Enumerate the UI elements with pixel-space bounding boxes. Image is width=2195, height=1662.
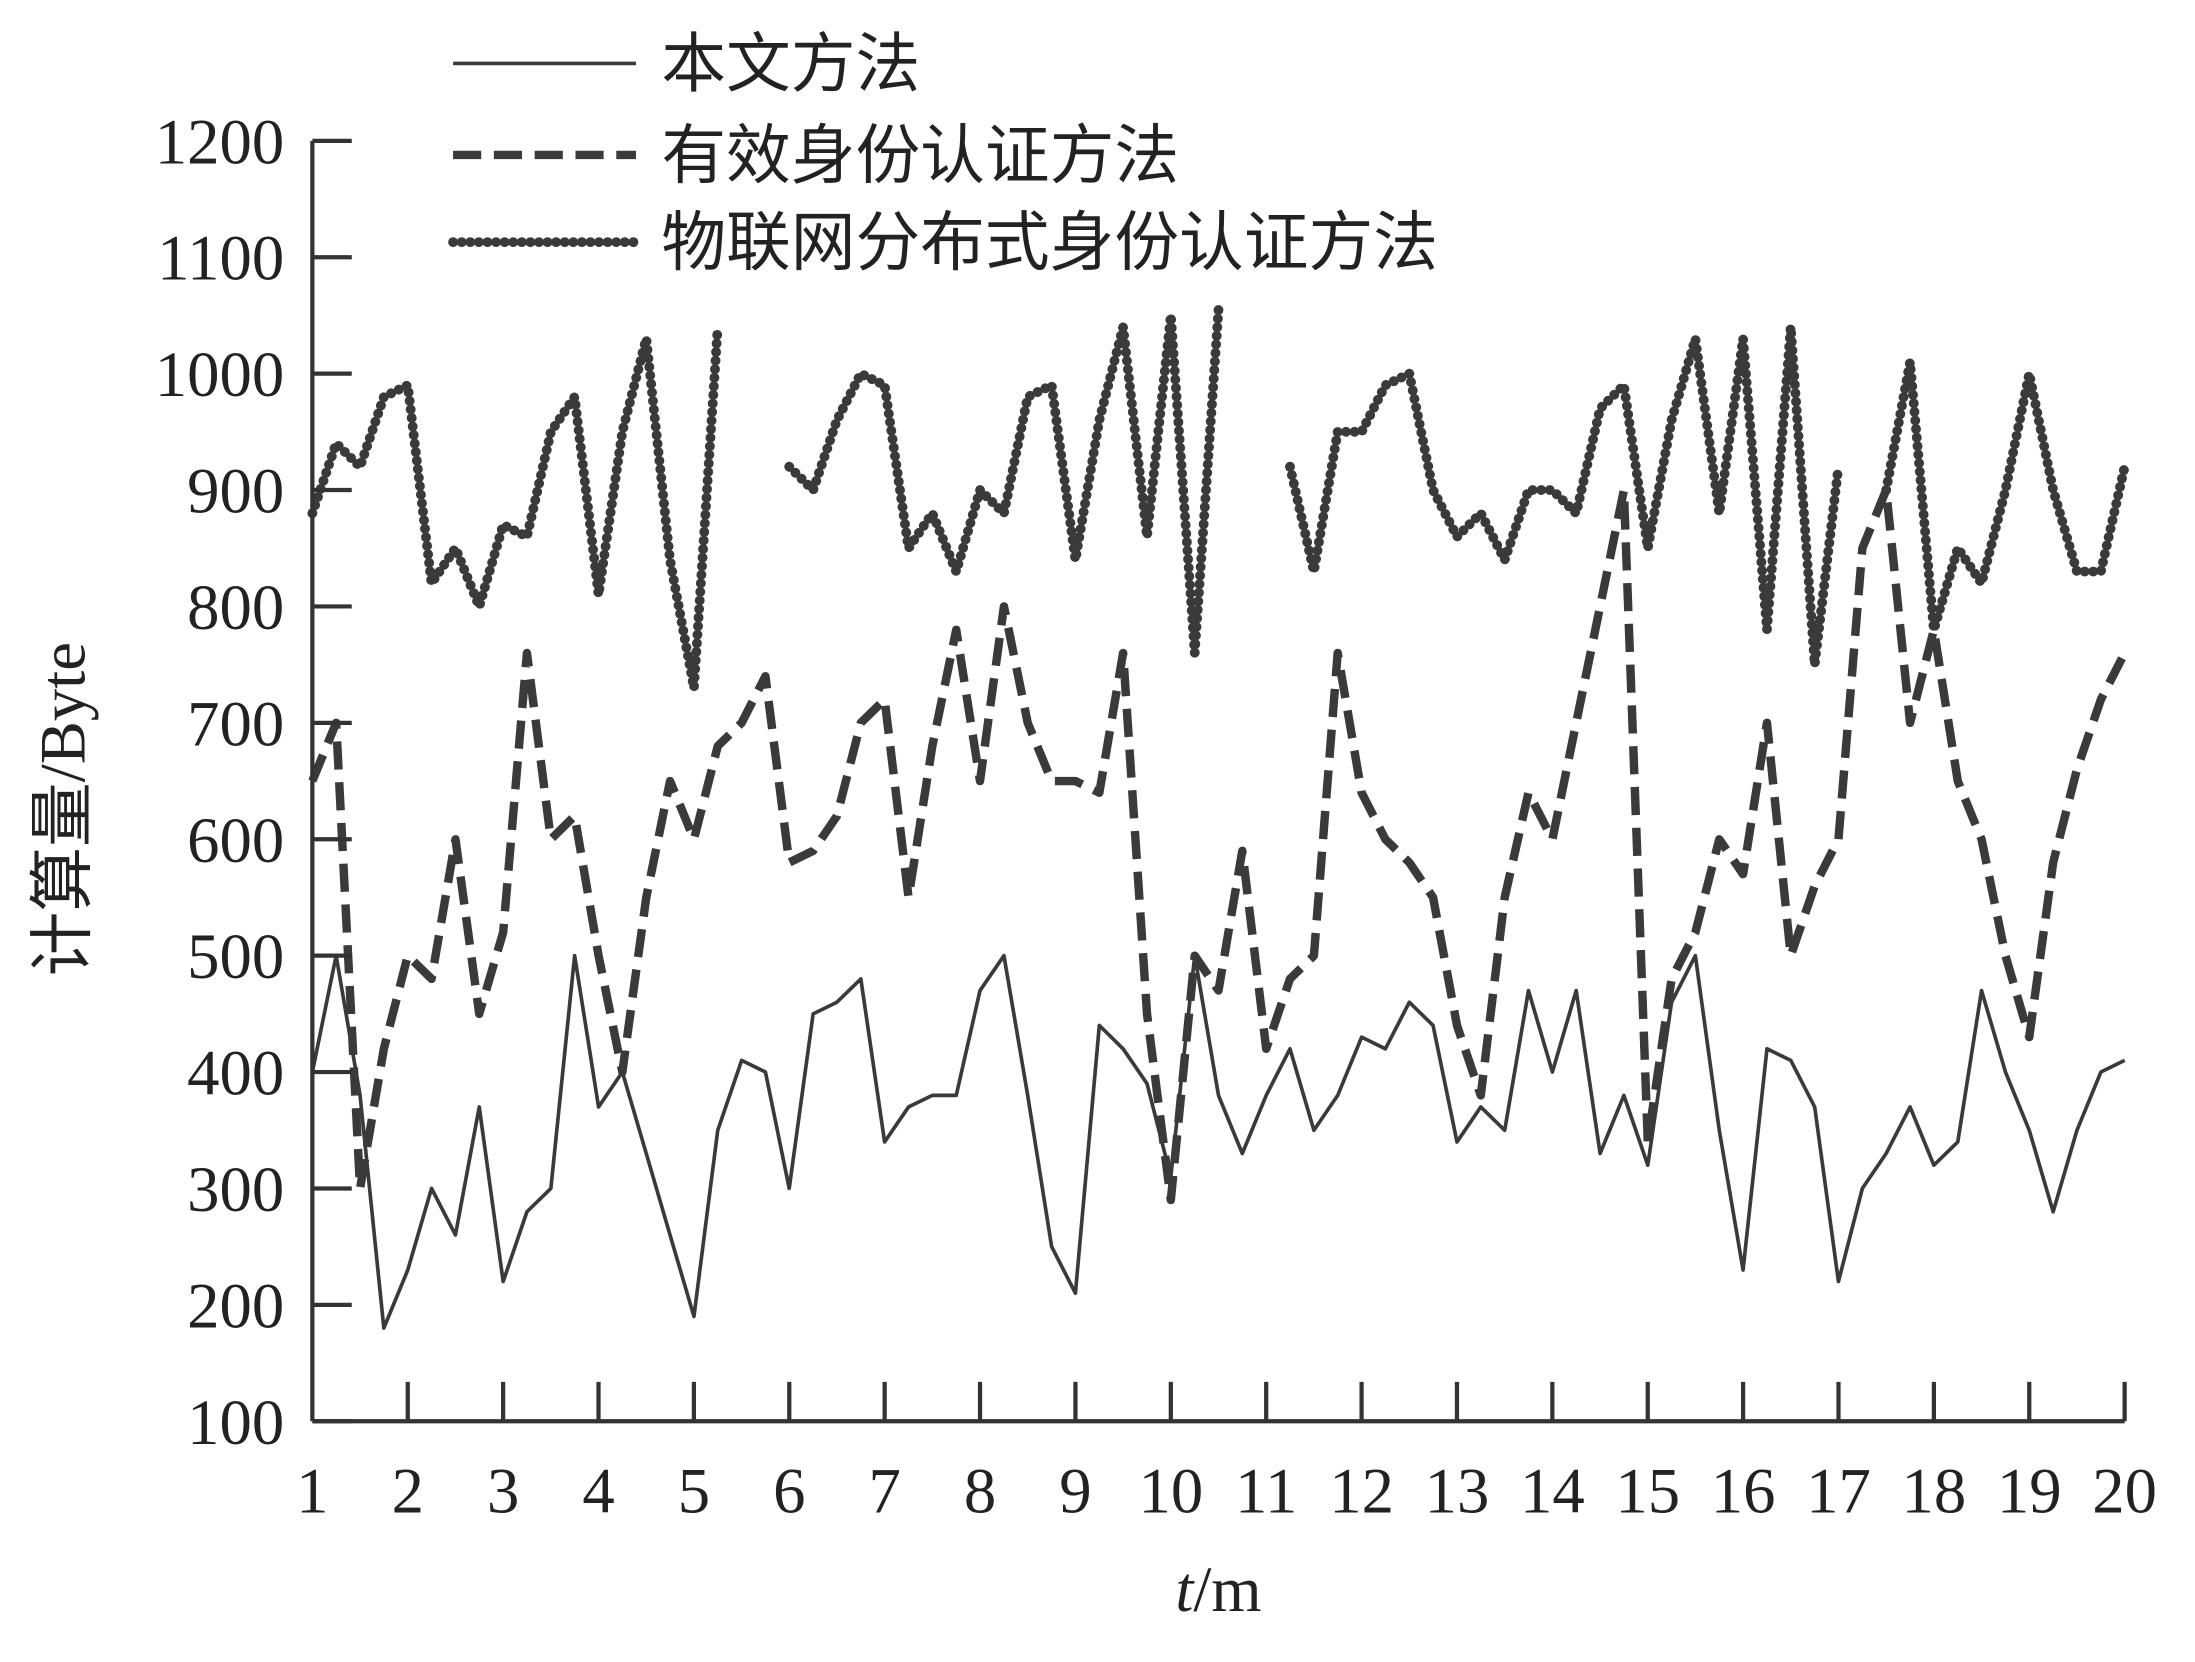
x-tick-label: 12	[1329, 1455, 1394, 1527]
series-dashed	[308, 485, 2129, 1205]
series-dotted	[307, 304, 2130, 693]
x-tick-label: 16	[1711, 1455, 1776, 1527]
x-tick-label: 20	[2092, 1455, 2157, 1527]
x-tick-label: 13	[1425, 1455, 1490, 1527]
ticks: 100 200 300 400 500 600 700 800 900 1000 1100 1200 1…	[155, 105, 2157, 1526]
x-tick-label: 18	[1902, 1455, 1967, 1527]
x-axis-label: t/m	[1175, 1553, 1261, 1625]
y-tick-label: 1200	[155, 105, 284, 177]
series-line	[310, 953, 2126, 1330]
legend-label: 有效身份认证方法	[661, 119, 1179, 191]
x-tick-label: 2	[392, 1455, 424, 1527]
y-tick-label: 1000	[155, 338, 284, 410]
axes	[310, 140, 2125, 1424]
legend-label: 本文方法	[661, 28, 920, 100]
x-tick-label: 19	[1997, 1455, 2062, 1527]
x-axis-label-unit: /m	[1193, 1553, 1261, 1625]
y-tick-label: 600	[187, 804, 284, 876]
series-line	[307, 304, 2130, 693]
x-tick-label: 4	[582, 1455, 614, 1527]
x-tick-label: 5	[678, 1455, 710, 1527]
x-tick-label: 1	[296, 1455, 328, 1527]
x-tick-label: 14	[1520, 1455, 1585, 1527]
y-tick-label: 300	[187, 1153, 284, 1225]
x-tick-label: 9	[1059, 1455, 1091, 1527]
x-tick-label: 7	[868, 1455, 900, 1527]
y-tick-label: 800	[187, 571, 284, 643]
series-line	[308, 485, 2129, 1205]
series-layer	[307, 304, 2130, 1330]
y-tick-label: 1100	[157, 222, 284, 294]
y-tick-label: 500	[187, 920, 284, 992]
x-tick-label: 11	[1235, 1455, 1297, 1527]
x-tick-label: 8	[964, 1455, 996, 1527]
x-tick-label: 15	[1615, 1455, 1680, 1527]
y-axis-label: 计算量/Byte	[26, 642, 98, 976]
x-axis-label-italic: t	[1175, 1553, 1195, 1625]
x-tick-label: 10	[1138, 1455, 1203, 1527]
y-tick-label: 900	[187, 455, 284, 527]
y-tick-label: 400	[187, 1037, 284, 1109]
x-tick-label: 3	[487, 1455, 519, 1527]
y-tick-label: 700	[187, 687, 284, 759]
series-solid	[310, 953, 2126, 1330]
y-tick-label: 200	[187, 1269, 284, 1341]
legend-label: 物联网分布式身份认证方法	[661, 207, 1438, 279]
x-tick-label: 17	[1806, 1455, 1871, 1527]
y-tick-label: 100	[187, 1386, 284, 1458]
x-tick-label: 6	[773, 1455, 805, 1527]
